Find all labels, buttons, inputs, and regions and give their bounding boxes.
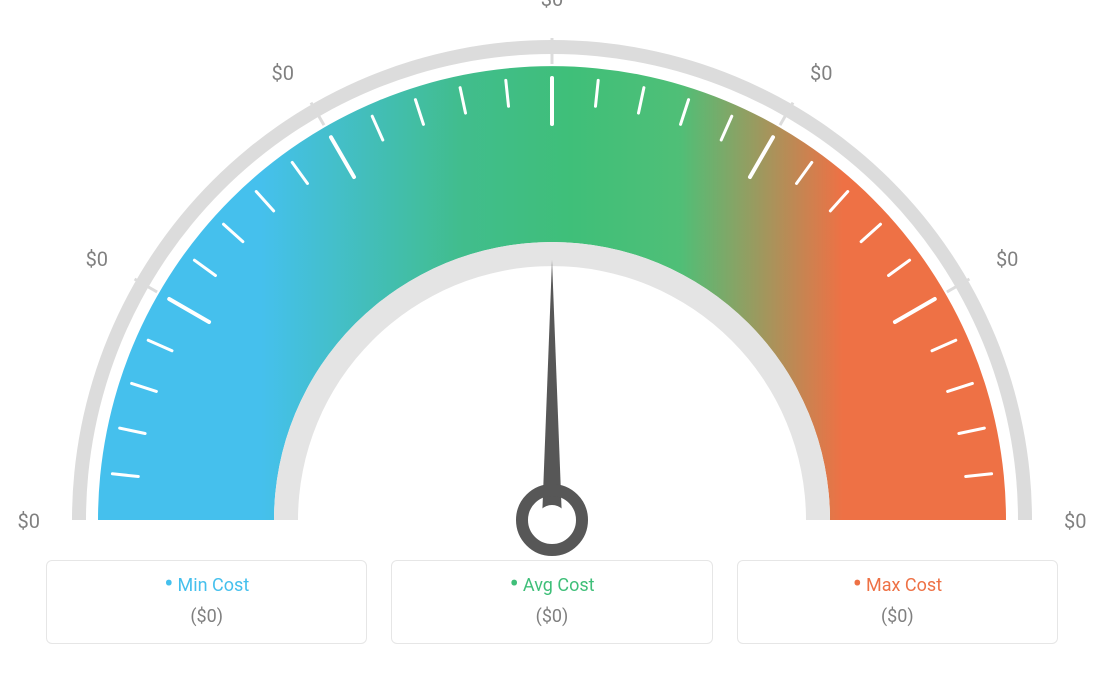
legend-max-card: •Max Cost ($0) [737, 560, 1058, 644]
svg-text:$0: $0 [996, 247, 1018, 271]
legend-min-title: •Min Cost [47, 575, 366, 596]
svg-text:$0: $0 [541, 0, 563, 11]
legend-max-value: ($0) [738, 606, 1057, 627]
gauge-svg: $0 $0 $0 $0 $0 $0 $0 [0, 0, 1104, 560]
legend-avg-value: ($0) [392, 606, 711, 627]
gauge-chart: $0 $0 $0 $0 $0 $0 $0 [0, 0, 1104, 560]
legend-avg-title: •Avg Cost [392, 575, 711, 596]
cost-gauge-widget: $0$0$0$0$0$0$0 •Min Cost ($0) •Avg Cost … [0, 0, 1104, 690]
svg-text:$0: $0 [1064, 509, 1086, 533]
legend-max-title: •Max Cost [738, 575, 1057, 596]
legend-avg-label: Avg Cost [523, 575, 595, 596]
legend-row: •Min Cost ($0) •Avg Cost ($0) •Max Cost … [0, 560, 1104, 644]
legend-min-label: Min Cost [178, 575, 250, 596]
svg-text:$0: $0 [86, 247, 108, 271]
legend-max-dot: • [853, 567, 862, 600]
svg-text:$0: $0 [810, 61, 832, 85]
legend-avg-dot: • [509, 567, 518, 600]
svg-text:$0: $0 [18, 509, 40, 533]
legend-min-value: ($0) [47, 606, 366, 627]
legend-max-label: Max Cost [866, 575, 942, 596]
svg-text:$0: $0 [272, 61, 294, 85]
legend-min-card: •Min Cost ($0) [46, 560, 367, 644]
legend-avg-card: •Avg Cost ($0) [391, 560, 712, 644]
legend-min-dot: • [164, 567, 173, 600]
